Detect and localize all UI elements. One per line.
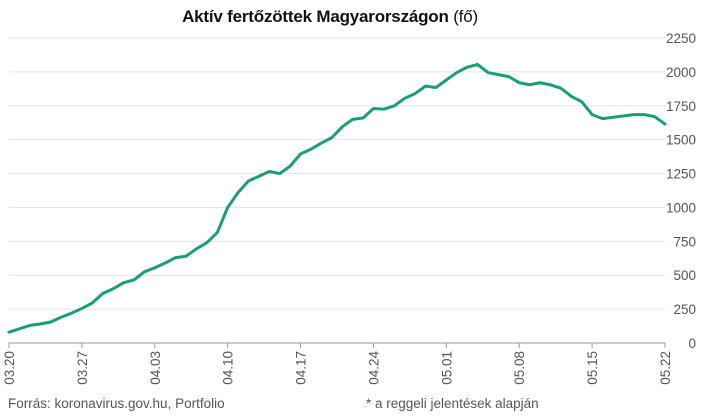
data-point [590,113,594,116]
data-point [424,84,427,88]
chart-title-text: Aktív fertőzöttek Magyarországon [182,7,449,26]
y-tick-label: 2250 [666,31,696,46]
data-point [570,95,573,98]
data-point [601,117,604,120]
x-tick-label: 03.27 [75,351,90,385]
footnote: * a reggeli jelentések alapján [366,396,539,411]
series-layer [7,62,667,334]
data-point [216,231,219,234]
y-tick-label: 1000 [666,200,696,215]
data-point [393,104,396,107]
data-point [247,179,250,183]
data-point [434,86,438,89]
data-point [580,100,583,103]
data-point [351,118,354,121]
data-point [632,113,635,116]
data-point [549,83,552,86]
data-point [320,141,323,145]
data-point [611,116,615,119]
gridlines [9,37,665,344]
data-point [507,75,511,78]
data-point [257,175,261,178]
data-point [518,81,521,84]
data-point [101,292,104,295]
data-point [663,122,667,126]
data-point [91,301,94,305]
x-tick-label: 05.01 [439,351,454,385]
x-tick-label: 03.20 [2,351,17,385]
data-point [341,125,344,128]
data-point [299,152,302,156]
series-line-0 [7,62,667,334]
y-tick-label: 2000 [666,65,696,80]
x-tick-label: 04.10 [221,351,236,385]
data-point [486,71,490,74]
data-point [288,164,292,168]
x-tick-label: 04.24 [366,351,381,385]
data-point [174,256,177,259]
chart-title-unit: (fő) [453,7,478,26]
x-tick-label: 04.17 [294,351,309,385]
data-point [111,287,115,290]
y-tick-label: 1750 [666,99,696,114]
data-point [455,71,458,74]
data-point [403,97,406,100]
data-point [372,107,375,110]
data-point [361,116,365,120]
data-point [7,330,11,334]
data-point [653,115,656,118]
x-tick-label: 05.22 [658,351,673,385]
chart-title: Aktív fertőzöttek Magyarországon (fő) [0,7,660,27]
data-point [49,320,52,324]
y-tick-label: 1250 [666,167,696,182]
y-tick-label: 0 [688,336,696,351]
data-point [70,311,73,315]
data-point [195,247,198,250]
data-point [268,170,271,173]
data-point [559,86,563,90]
source-note: Forrás: koronavirus.gov.hu, Portfolio [8,396,225,411]
y-tick-label: 500 [673,268,696,283]
data-point [205,241,209,244]
data-point [445,78,448,82]
x-tick-label: 05.08 [512,351,527,385]
data-point [413,92,417,95]
data-point [163,261,167,265]
data-point [122,281,125,284]
data-point [184,255,188,258]
data-point [309,147,313,151]
x-tick-label: 04.03 [148,351,163,385]
data-point [622,114,625,118]
y-tick-label: 750 [673,234,696,249]
data-point [278,172,281,175]
data-point [39,322,42,326]
y-tick-label: 250 [673,302,696,317]
data-point [28,324,32,327]
y-axis-ticks: 0 250 500 750 1000 1250 1500 1750 2000 2250 [666,31,696,351]
data-point [642,113,646,116]
data-point [153,266,156,269]
x-axis-ticks: 03.20 03.27 04.03 04.10 04.17 04.24 05.01 05.08… [2,343,673,385]
y-tick-label: 1500 [666,133,696,148]
data-point [476,63,479,66]
data-point [497,73,500,76]
data-point [330,136,333,139]
data-point [465,65,469,69]
data-point [132,278,136,282]
data-point [236,191,240,194]
data-point [538,81,542,84]
data-point [80,307,84,310]
data-point [59,316,63,319]
data-point [18,327,21,330]
data-point [226,206,229,209]
data-point [143,270,146,274]
data-point [382,107,386,111]
x-tick-label: 05.15 [585,351,600,385]
data-point [528,83,531,86]
